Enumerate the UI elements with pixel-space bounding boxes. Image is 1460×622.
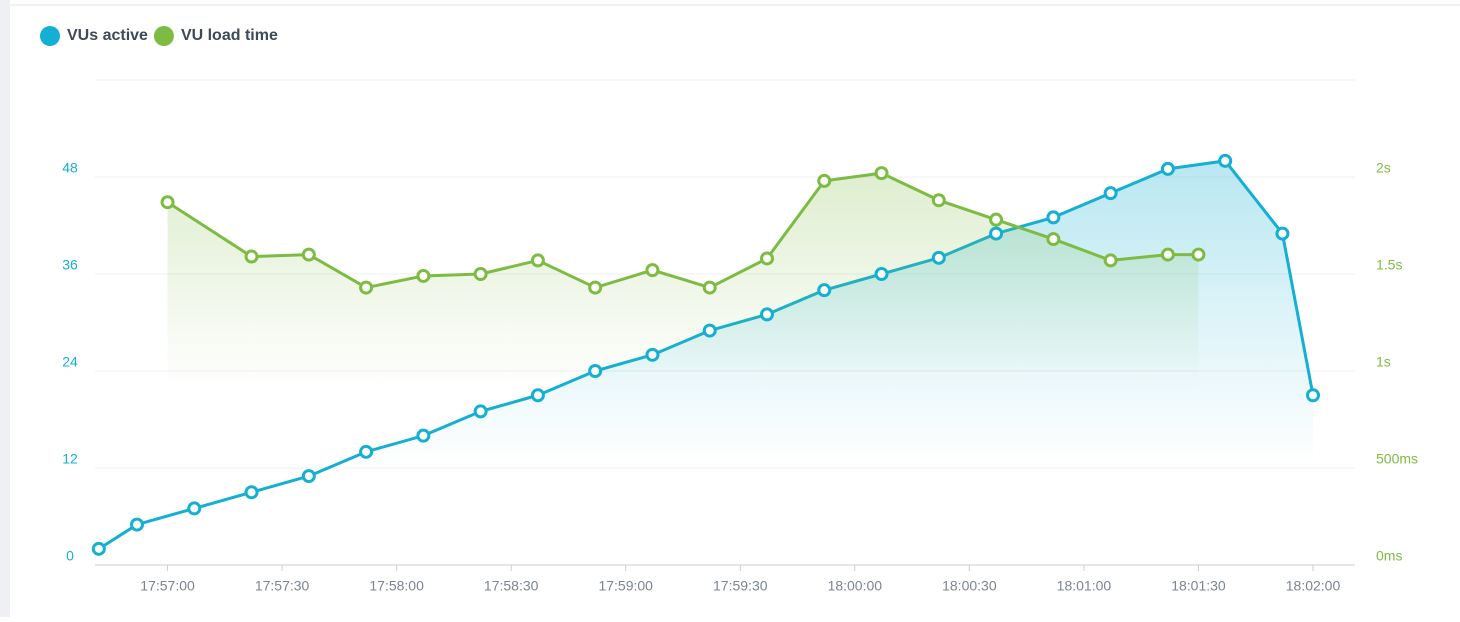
point bbox=[645, 263, 660, 278]
point bbox=[359, 280, 374, 295]
point bbox=[989, 226, 1004, 241]
point bbox=[244, 485, 259, 500]
x-tick-label: 17:58:00 bbox=[369, 578, 424, 594]
point bbox=[530, 253, 545, 268]
point bbox=[760, 307, 774, 322]
point bbox=[160, 195, 175, 210]
x-tick-label: 18:00:00 bbox=[828, 578, 883, 594]
x-tick-label: 17:59:00 bbox=[598, 578, 653, 594]
point bbox=[1160, 247, 1175, 262]
point bbox=[416, 268, 431, 283]
point bbox=[530, 388, 545, 403]
point bbox=[702, 323, 717, 338]
point bbox=[1103, 186, 1118, 201]
point bbox=[130, 517, 144, 532]
point bbox=[473, 267, 488, 281]
y-tick-label: 0 bbox=[66, 548, 74, 564]
point bbox=[1046, 232, 1061, 247]
point bbox=[1191, 247, 1206, 262]
point bbox=[416, 428, 431, 443]
x-tick-label: 18:00:30 bbox=[942, 578, 997, 594]
point bbox=[874, 267, 889, 281]
point bbox=[301, 247, 316, 262]
point bbox=[588, 280, 603, 295]
point bbox=[1160, 161, 1175, 176]
point bbox=[187, 501, 202, 516]
x-tick-label: 18:02:00 bbox=[1286, 578, 1341, 594]
point bbox=[473, 404, 488, 419]
y2-tick-label: 1s bbox=[1376, 354, 1391, 370]
point bbox=[1275, 226, 1290, 241]
legend-marker bbox=[153, 26, 174, 46]
point bbox=[301, 469, 316, 484]
y-tick-label: 36 bbox=[62, 257, 78, 273]
y2-tick-label: 1.5s bbox=[1376, 257, 1402, 273]
legend-marker bbox=[40, 26, 60, 46]
point bbox=[817, 283, 832, 298]
y2-tick-label: 500ms bbox=[1376, 451, 1418, 467]
x-tick-label: 18:01:00 bbox=[1057, 578, 1112, 594]
y2-tick-label: 0ms bbox=[1376, 548, 1402, 564]
x-tick-label: 17:59:30 bbox=[713, 578, 768, 594]
y-tick-label: 24 bbox=[62, 354, 78, 370]
legend-label: VU load time bbox=[181, 27, 278, 44]
point bbox=[702, 280, 717, 295]
point bbox=[359, 444, 374, 459]
point bbox=[1218, 153, 1233, 168]
x-tick-label: 17:58:30 bbox=[484, 578, 539, 594]
legend-label: VUs active bbox=[67, 27, 148, 44]
side-strip bbox=[0, 0, 10, 617]
x-tick-label: 17:57:00 bbox=[140, 578, 195, 594]
point bbox=[989, 212, 1004, 227]
y2-tick-label: 2s bbox=[1376, 160, 1391, 176]
point bbox=[645, 347, 660, 362]
point bbox=[760, 251, 774, 266]
point bbox=[1046, 210, 1061, 225]
y-tick-label: 12 bbox=[62, 451, 78, 467]
y-tick-label: 48 bbox=[62, 160, 78, 176]
point bbox=[931, 250, 946, 265]
point bbox=[588, 364, 603, 378]
point bbox=[244, 249, 259, 264]
point bbox=[1103, 253, 1118, 268]
x-tick-label: 17:57:30 bbox=[255, 578, 310, 594]
point bbox=[91, 541, 106, 556]
point bbox=[874, 166, 889, 181]
point bbox=[931, 193, 946, 208]
point bbox=[1306, 388, 1320, 403]
x-tick-label: 18:01:30 bbox=[1171, 578, 1226, 594]
area bbox=[167, 173, 1199, 565]
point bbox=[817, 173, 832, 188]
